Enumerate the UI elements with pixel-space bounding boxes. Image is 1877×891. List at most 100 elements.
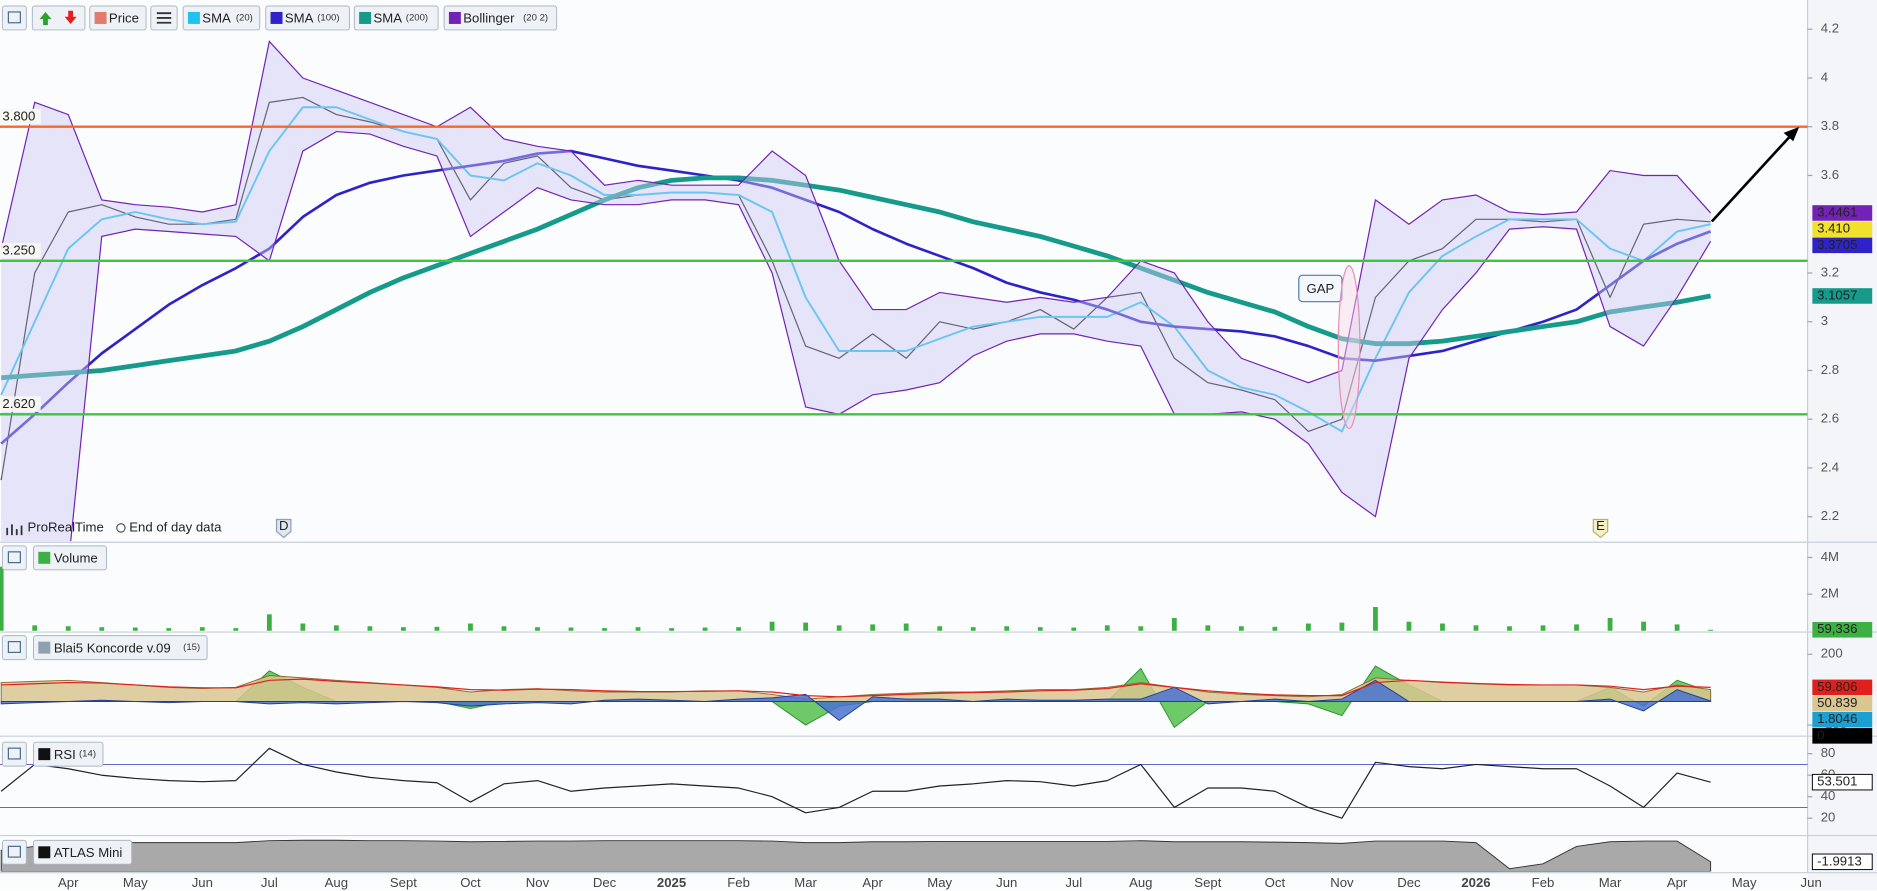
window-icon	[7, 641, 21, 654]
bar	[300, 623, 306, 631]
area	[0, 679, 1712, 721]
window-button[interactable]	[1, 839, 27, 865]
bar	[1641, 621, 1646, 631]
bar	[501, 626, 507, 631]
arrows-button[interactable]	[31, 5, 86, 31]
indicator-title: Volume	[54, 551, 98, 566]
indicator-title: ATLAS Mini	[54, 845, 123, 860]
x-tick-label: 2025	[657, 875, 686, 890]
bar	[1138, 626, 1144, 631]
legend-chip[interactable]	[353, 5, 439, 31]
legend-swatch	[448, 11, 461, 24]
window-button[interactable]	[1, 545, 27, 571]
x-tick-label: Mar	[794, 875, 817, 890]
window-button[interactable]	[1, 5, 27, 31]
y-tick-label: 20	[1821, 810, 1836, 825]
legend-params: (20)	[236, 12, 253, 23]
line	[1, 678, 1711, 698]
x-tick-label: Feb	[727, 875, 750, 890]
value-tag-label: 50.839	[1817, 695, 1857, 710]
indicator-chip[interactable]	[33, 741, 104, 767]
bar	[669, 628, 674, 631]
value-tag	[1812, 288, 1873, 304]
value-tag-label: 59.806	[1817, 679, 1857, 694]
level-label-box	[0, 242, 41, 259]
bar	[937, 626, 943, 631]
x-tick-label: Jul	[1065, 875, 1082, 890]
y-tick-label: 3.2	[1821, 264, 1839, 279]
y-tick-label: 3.8	[1821, 118, 1839, 133]
list-icon	[156, 12, 172, 24]
trend-arrow	[1710, 131, 1795, 223]
legend-params: (100)	[317, 12, 339, 23]
line	[0, 149, 1712, 445]
level-label: 2.620	[2, 396, 35, 411]
y-tick-label: 2M	[1821, 586, 1839, 601]
bar	[166, 628, 172, 631]
x-tick-label: Oct	[1265, 875, 1286, 890]
x-tick-label: May	[123, 875, 148, 890]
y-tick-label: 3.6	[1821, 167, 1839, 182]
event-marker[interactable]	[1592, 518, 1609, 539]
gap-highlight	[1337, 265, 1361, 430]
legend-label: SMA	[373, 11, 402, 26]
bar	[1373, 607, 1378, 631]
x-tick-label: Feb	[1532, 875, 1555, 890]
legend-params: (200)	[406, 12, 428, 23]
bar	[769, 621, 775, 631]
bar	[836, 625, 842, 631]
level-label: 3.800	[2, 109, 35, 124]
x-tick-label: Nov	[1330, 875, 1354, 890]
event-marker[interactable]	[275, 518, 292, 539]
value-tag	[1812, 205, 1873, 221]
legend-chip[interactable]	[265, 5, 351, 31]
window-icon	[7, 747, 21, 760]
y-tick-label: 2.6	[1821, 411, 1839, 426]
y-tick-label: 3	[1821, 313, 1828, 328]
legend-chip[interactable]	[182, 5, 261, 31]
x-tick-label: Sept	[1194, 875, 1221, 890]
bar	[535, 627, 540, 631]
indicator-params: (14)	[79, 749, 96, 760]
legend-swatch	[94, 11, 107, 24]
x-tick-label: Jun	[192, 875, 213, 890]
level-label-box	[0, 108, 41, 125]
indicator-chip[interactable]	[33, 635, 208, 661]
y-tick-label: 2.8	[1821, 362, 1839, 377]
bar	[568, 627, 574, 631]
value-tag	[1812, 695, 1873, 712]
legend-label: Price	[109, 11, 139, 26]
value-tag	[1812, 237, 1873, 254]
indicator-chip[interactable]	[33, 545, 108, 571]
indicator-swatch	[38, 846, 51, 859]
y-tick-label: 40	[1821, 788, 1836, 803]
indicator-swatch	[38, 551, 51, 564]
indicator-title: RSI	[54, 747, 76, 762]
x-tick-label: Oct	[460, 875, 481, 890]
overlay: Price SMA (20) SMA (100) SMA (200) Bolli…	[1, 5, 1873, 890]
window-button[interactable]	[1, 635, 27, 661]
indicator-params: (15)	[183, 642, 200, 653]
x-tick-label: May	[927, 875, 952, 890]
area	[0, 839, 1712, 872]
bar	[602, 628, 607, 631]
bar	[132, 627, 138, 631]
level-label: 3.250	[2, 243, 35, 258]
bar	[0, 566, 4, 631]
y-tick-label: 80	[1821, 745, 1836, 760]
line	[0, 747, 1711, 819]
bar	[1171, 618, 1177, 631]
value-tag	[1811, 773, 1873, 791]
x-tick-label: Sept	[390, 875, 417, 890]
window-button[interactable]	[1, 741, 27, 767]
legend-chip[interactable]	[443, 5, 558, 31]
indicator-chip[interactable]	[33, 839, 133, 865]
y-tick-label: 2.2	[1821, 508, 1839, 523]
x-tick-label: 2026	[1461, 875, 1490, 890]
y-tick-label: 2.4	[1821, 459, 1839, 474]
x-tick-label: Nov	[526, 875, 550, 890]
line	[1, 175, 1712, 381]
x-tick-label: Mar	[1599, 875, 1622, 890]
value-tag	[1812, 728, 1873, 744]
x-tick-label: Jun	[1801, 875, 1822, 890]
